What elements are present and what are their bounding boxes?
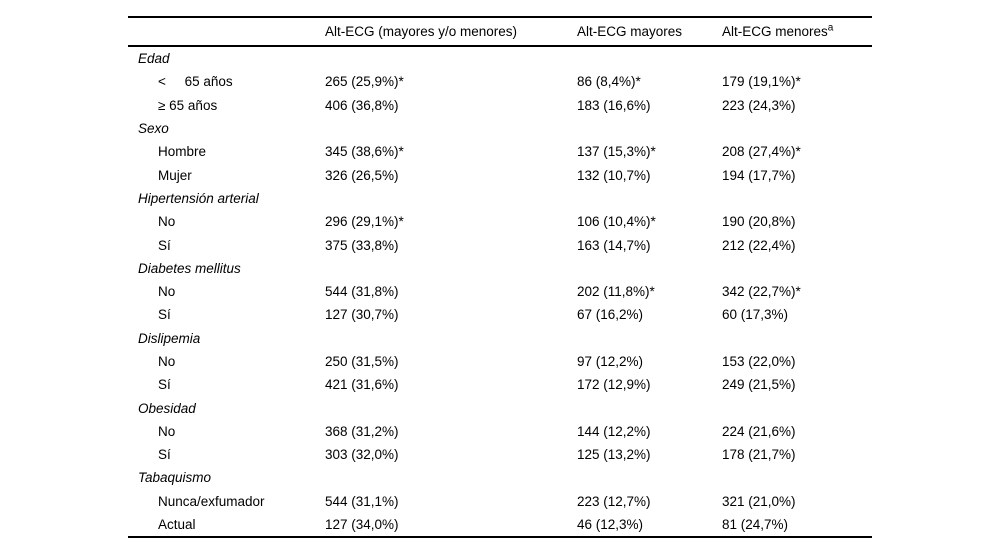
cell-value: 223 (24,3%) xyxy=(722,97,796,113)
cell-value: 153 (22,0%) xyxy=(722,354,796,369)
row-label: Sí xyxy=(158,307,171,323)
cell-value: 250 (31,5%) xyxy=(325,354,399,369)
cell-value: 345 (38,6%)* xyxy=(325,144,404,160)
cell-value: 81 (24,7%) xyxy=(722,517,789,533)
cell-value: 303 (32,0%) xyxy=(325,447,399,463)
category-label: Obesidad xyxy=(138,400,196,416)
table-row: Diabetes mellitus xyxy=(128,257,872,280)
category-label: Sexo xyxy=(138,121,169,137)
cell-value: 368 (31,2%) xyxy=(325,423,399,439)
cell-value: 249 (21,5%) xyxy=(722,377,796,393)
table-row: Nunca/exfumador 544 (31,1%) 223 (12,7%) 321… xyxy=(128,490,872,513)
row-label: Mujer xyxy=(158,167,192,183)
ecg-alterations-table: Alt-ECG (mayores y/o menores) Alt-ECG ma… xyxy=(128,16,872,539)
cell-value: 127 (30,7%) xyxy=(325,307,399,323)
table-row: Sí 127 (30,7%) 67 (16,2%) 60 (17,3%) xyxy=(128,303,872,326)
cell-value: 296 (29,1%)* xyxy=(325,214,404,230)
cell-value: 212 (22,4%) xyxy=(722,237,796,253)
row-label: ≥ 65 años xyxy=(158,97,218,113)
cell-value: 406 (36,8%) xyxy=(325,97,399,113)
cell-value: 265 (25,9%)* xyxy=(325,74,404,90)
cell-value: 183 (16,6%) xyxy=(577,97,651,113)
cell-value: 202 (11,8%)* xyxy=(577,284,655,300)
cell-value: 127 (34,0%) xyxy=(325,517,399,533)
category-label: Tabaquismo xyxy=(138,470,212,486)
table-row: Obesidad xyxy=(128,396,872,419)
cell-value: 421 (31,6%) xyxy=(325,377,399,393)
cell-value: 132 (10,7%) xyxy=(577,167,651,183)
table-row: Mujer 326 (26,5%) 132 (10,7%) 194 (17,7%) xyxy=(128,163,872,186)
table-row: Actual 127 (34,0%) 46 (12,3%) 81 (24,7%) xyxy=(128,513,872,536)
cell-value: 106 (10,4%)* xyxy=(577,214,656,230)
table-row: Sí 421 (31,6%) 172 (12,9%) 249 (21,5%) xyxy=(128,373,872,396)
table-row: Sí 303 (32,0%) 125 (13,2%) 178 (21,7%) xyxy=(128,443,872,466)
cell-value: 342 (22,7%)* xyxy=(722,284,801,300)
row-label: Sí xyxy=(158,377,171,393)
table-row: Tabaquismo xyxy=(128,466,872,489)
cell-value: 194 (17,7%) xyxy=(722,167,796,183)
cell-value: 137 (15,3%)* xyxy=(577,144,656,160)
row-label: Actual xyxy=(158,517,196,533)
cell-value: 178 (21,7%) xyxy=(722,447,796,463)
category-label: Diabetes mellitus xyxy=(138,260,241,276)
header-alt-ecg-menores: Alt-ECG menoresa xyxy=(722,22,872,39)
cell-value: 223 (12,7%) xyxy=(577,493,651,509)
table-row: ≥ 65 años 406 (36,8%) 183 (16,6%) 223 (24,3… xyxy=(128,94,872,117)
cell-value: 86 (8,4%)* xyxy=(577,74,641,90)
row-label: Sí xyxy=(158,447,171,463)
cell-value: 224 (21,6%) xyxy=(722,423,796,439)
cell-value: 60 (17,3%) xyxy=(722,307,789,323)
header-alt-ecg-menores-text: Alt-ECG menores xyxy=(722,24,828,39)
header-alt-ecg-mayores-menores: Alt-ECG (mayores y/o menores) xyxy=(325,24,518,39)
cell-value: 179 (19,1%)* xyxy=(722,74,801,90)
cell-value: 544 (31,8%) xyxy=(325,284,399,300)
cell-value: 375 (33,8%) xyxy=(325,237,399,253)
row-label: Hombre xyxy=(158,144,207,160)
table-row: No 250 (31,5%) 97 (12,2%) 153 (22,0%) xyxy=(128,350,872,373)
cell-value: 544 (31,1%) xyxy=(325,493,399,509)
cell-value: 46 (12,3%) xyxy=(577,517,644,533)
row-label: No xyxy=(158,354,176,369)
category-label: Dislipemia xyxy=(138,330,201,346)
cell-value: 67 (16,2%) xyxy=(577,307,644,323)
footnote-marker-a: a xyxy=(827,22,834,34)
table-header-row: Alt-ECG (mayores y/o menores) Alt-ECG ma… xyxy=(128,18,872,47)
table-row: Dislipemia xyxy=(128,327,872,350)
table-row: Sí 375 (33,8%) 163 (14,7%) 212 (22,4%) xyxy=(128,233,872,256)
row-label: Sí xyxy=(158,237,171,253)
table-body: Edad < 65 años 265 (25,9%)* 86 (8,4%)* 179 (… xyxy=(128,47,872,536)
row-label: No xyxy=(158,423,176,439)
header-alt-ecg-mayores: Alt-ECG mayores xyxy=(577,24,683,39)
cell-value: 125 (13,2%) xyxy=(577,447,651,463)
table-row: Hipertensión arterial xyxy=(128,187,872,210)
row-label: No xyxy=(158,214,176,230)
cell-value: 208 (27,4%)* xyxy=(722,144,801,160)
table-row: No 296 (29,1%)* 106 (10,4%)* 190 (20,8%) xyxy=(128,210,872,233)
table-row: No 368 (31,2%) 144 (12,2%) 224 (21,6%) xyxy=(128,420,872,443)
cell-value: 326 (26,5%) xyxy=(325,167,399,183)
table-row: Edad xyxy=(128,47,872,70)
category-label: Hipertensión arterial xyxy=(138,190,259,206)
table-row: No 544 (31,8%) 202 (11,8%)* 342 (22,7%)* xyxy=(128,280,872,303)
row-label: Nunca/exfumador xyxy=(158,493,265,509)
table-row: < 65 años 265 (25,9%)* 86 (8,4%)* 179 (19,1… xyxy=(128,70,872,93)
row-label: < 65 años xyxy=(158,74,233,90)
row-label: No xyxy=(158,284,176,300)
cell-value: 144 (12,2%) xyxy=(577,423,651,439)
cell-value: 172 (12,9%) xyxy=(577,377,651,393)
cell-value: 163 (14,7%) xyxy=(577,237,651,253)
category-label: Edad xyxy=(138,51,170,67)
cell-value: 190 (20,8%) xyxy=(722,214,796,230)
table-row: Hombre 345 (38,6%)* 137 (15,3%)* 208 (27,4%… xyxy=(128,140,872,163)
table-row: Sexo xyxy=(128,117,872,140)
cell-value: 321 (21,0%) xyxy=(722,493,796,509)
cell-value: 97 (12,2%) xyxy=(577,354,644,369)
